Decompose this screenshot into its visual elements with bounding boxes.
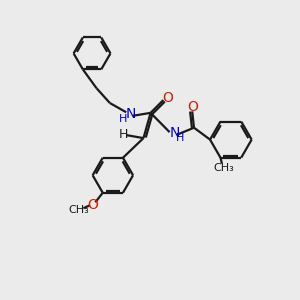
Text: N: N bbox=[169, 126, 180, 140]
Text: O: O bbox=[162, 91, 173, 105]
Text: O: O bbox=[88, 198, 98, 212]
Text: H: H bbox=[119, 114, 128, 124]
Text: CH₃: CH₃ bbox=[213, 163, 234, 173]
Text: N: N bbox=[125, 107, 136, 121]
Text: CH₃: CH₃ bbox=[69, 205, 89, 215]
Text: H: H bbox=[176, 133, 184, 143]
Text: O: O bbox=[187, 100, 198, 114]
Text: H: H bbox=[119, 128, 128, 141]
